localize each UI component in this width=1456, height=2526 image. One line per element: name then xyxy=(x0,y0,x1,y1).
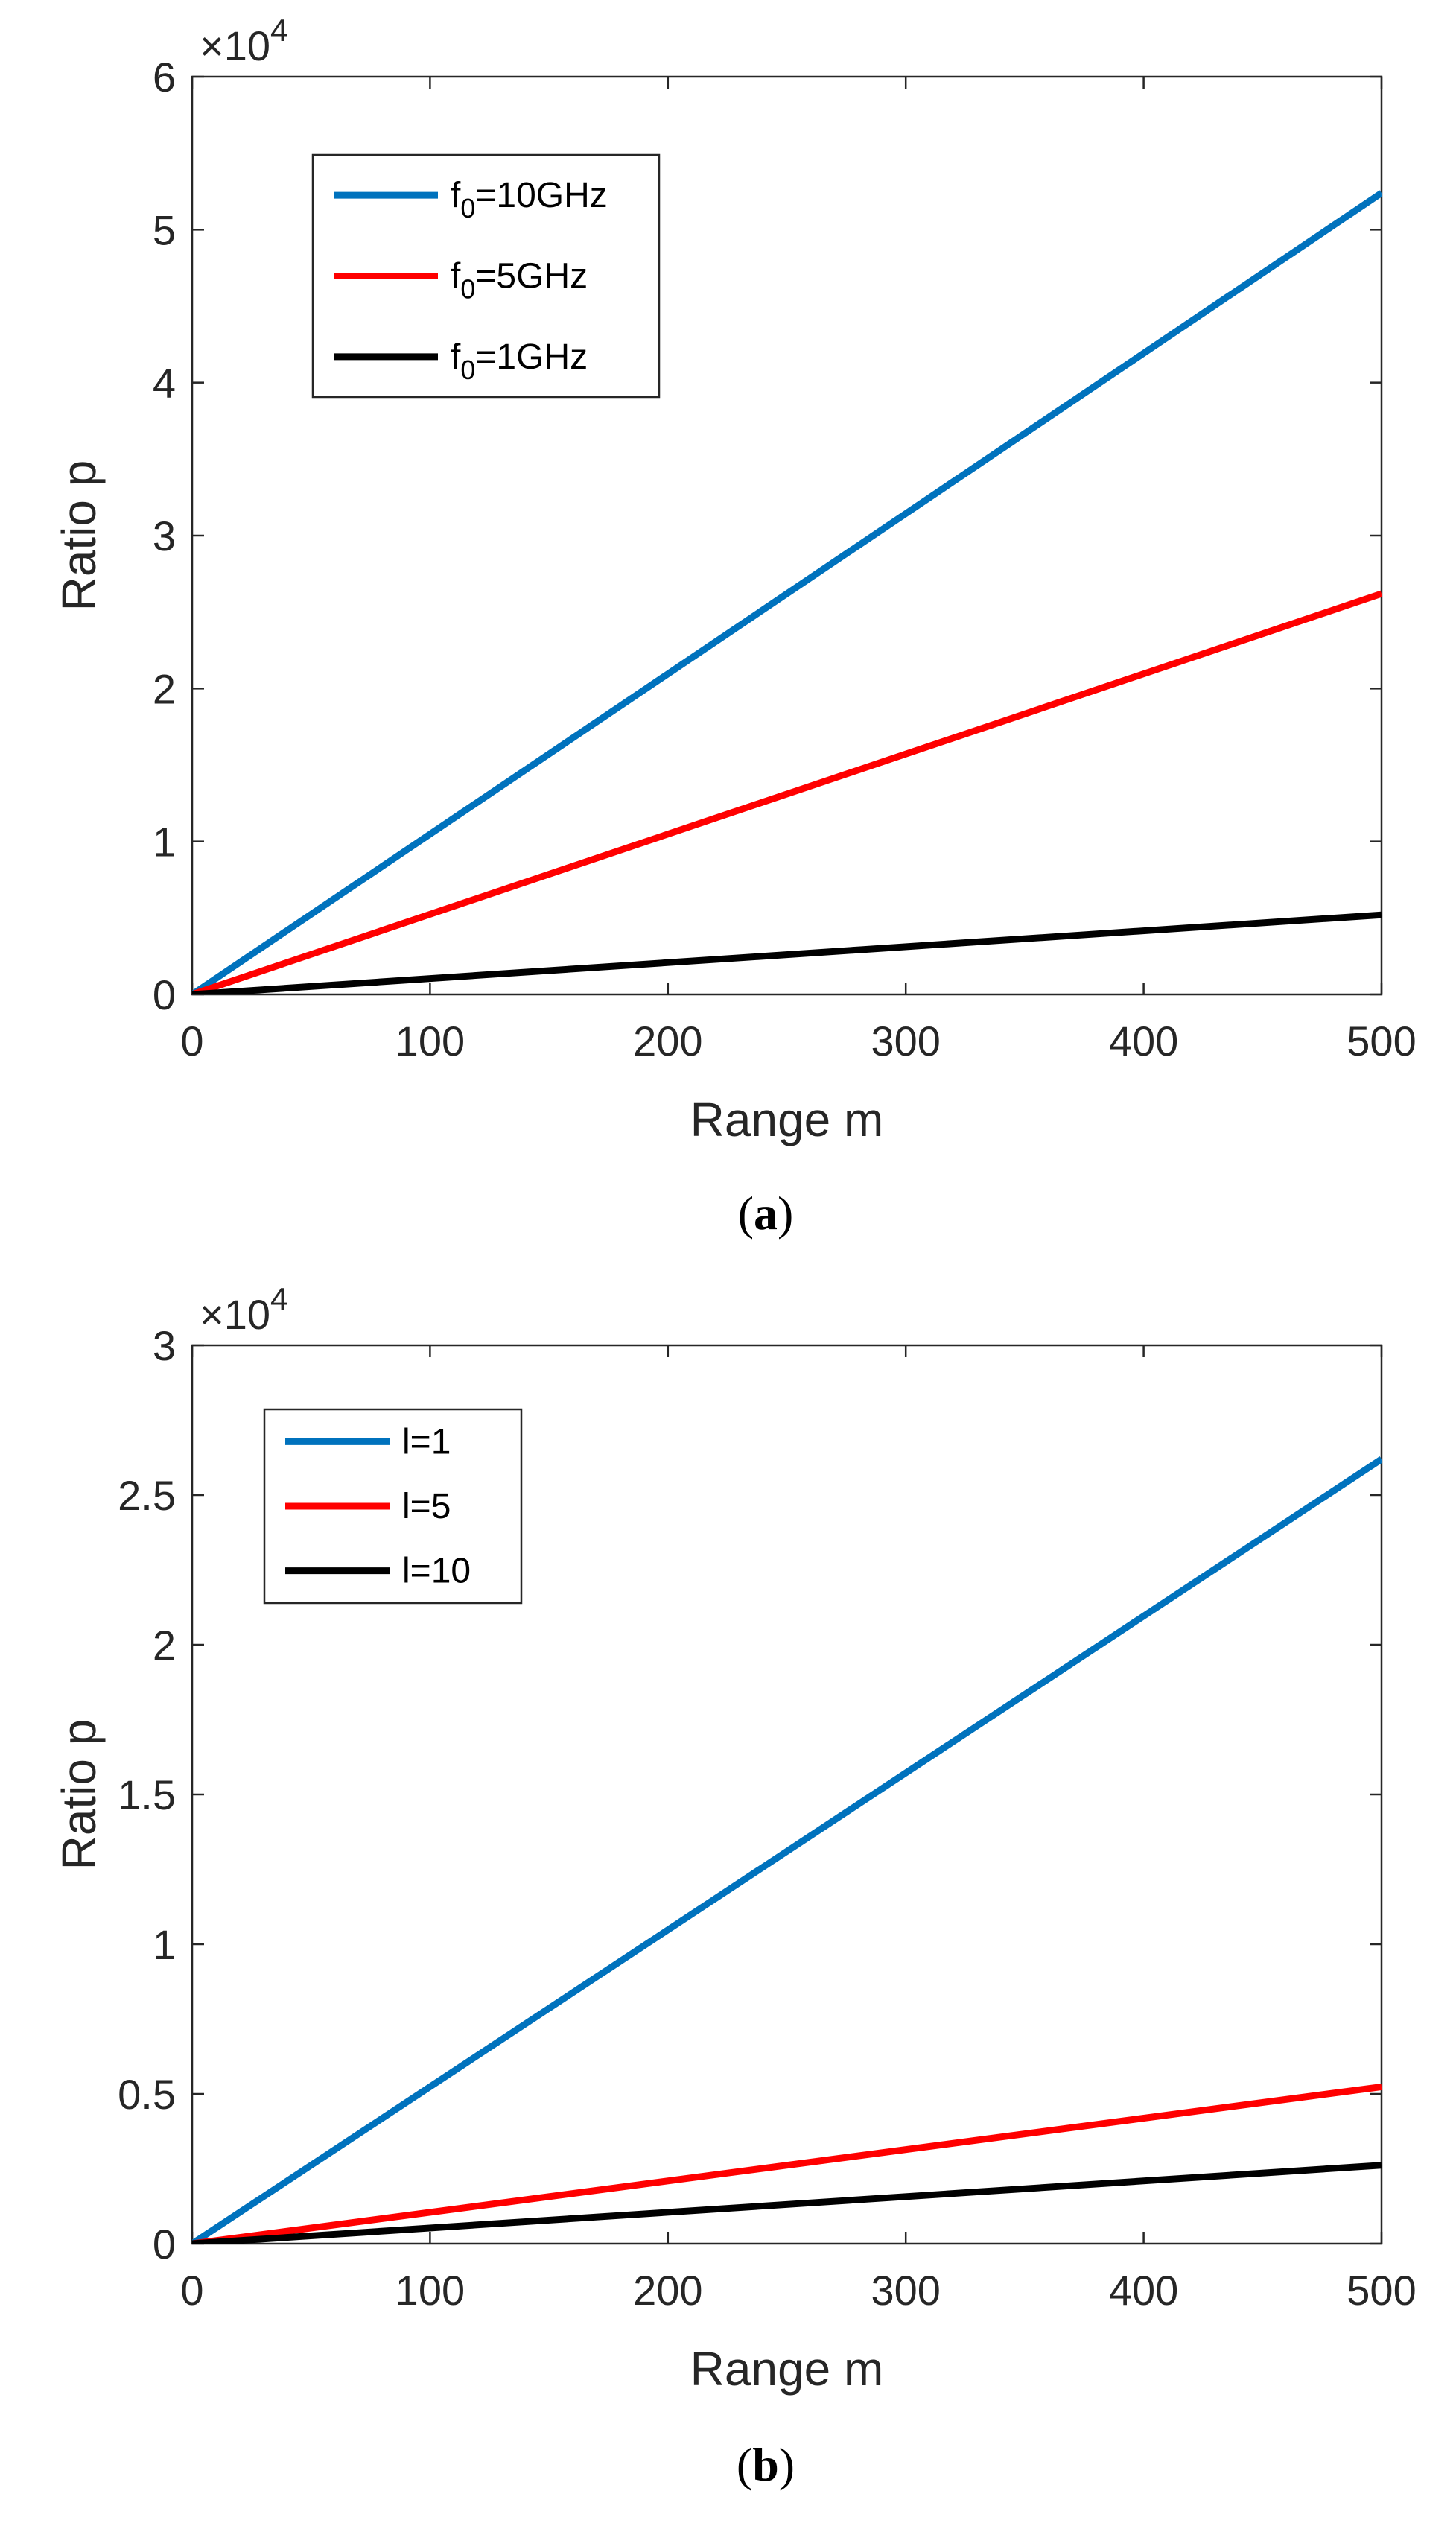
series-group xyxy=(192,1456,1382,2244)
x-tick-label: 300 xyxy=(871,1018,940,1064)
legend-label-3: f0=1GHz xyxy=(451,337,588,385)
y-tick-label: 2 xyxy=(153,665,176,712)
legend-label-main: f xyxy=(451,257,461,296)
legend-label-rest: =10GHz xyxy=(475,176,607,215)
legend-label-main: l=1 xyxy=(402,1422,451,1462)
caption-open: ( xyxy=(737,2438,752,2491)
x-tick-label: 300 xyxy=(871,2267,940,2314)
y-tick-label: 1 xyxy=(153,819,176,866)
y-tick-label: 3 xyxy=(153,513,176,559)
caption-close: ) xyxy=(779,2438,795,2491)
legend-label-1: f0=10GHz xyxy=(451,176,608,223)
legend: l=1 l=5 l=10 xyxy=(263,1408,523,1605)
y-tick-label: 4 xyxy=(153,360,176,407)
y-exponent-base: ×10 xyxy=(200,1291,270,1338)
legend-label-main: f xyxy=(451,176,461,215)
series-line-2 xyxy=(192,590,1382,994)
series-line-1 xyxy=(192,1456,1382,2244)
x-axis-label: Range m xyxy=(690,1093,884,1146)
y-exponent-base: ×10 xyxy=(200,22,270,69)
x-tick-label: 100 xyxy=(395,1018,465,1064)
y-exponent-power: 4 xyxy=(270,1281,287,1316)
legend-label-rest: =1GHz xyxy=(475,337,588,377)
x-tick-label: 200 xyxy=(633,1018,702,1064)
y-tick-label: 0 xyxy=(153,971,176,1018)
series-group xyxy=(192,190,1382,994)
x-tick-label: 0 xyxy=(180,1018,203,1064)
legend-label-main: l=5 xyxy=(402,1487,451,1526)
legend-label-1: l=1 xyxy=(402,1422,451,1462)
y-axis-label: Ratio p xyxy=(52,1719,106,1870)
y-tick-label: 5 xyxy=(153,206,176,253)
y-tick-label: 2.5 xyxy=(118,1472,176,1519)
legend-label-main: f xyxy=(451,337,461,377)
caption-letter: a xyxy=(754,1187,778,1240)
y-exponent-label: ×104 xyxy=(200,13,287,69)
legend-label-3: l=10 xyxy=(402,1552,471,1591)
x-tick-label: 500 xyxy=(1347,1018,1416,1064)
y-tick-label: 2 xyxy=(153,1622,176,1669)
x-tick-label: 400 xyxy=(1109,2267,1178,2314)
series-line-2 xyxy=(192,2083,1382,2244)
legend-label-sub: 0 xyxy=(460,193,475,223)
caption-open: ( xyxy=(738,1187,754,1240)
legend-label-sub: 0 xyxy=(460,355,475,385)
legend-label-2: l=5 xyxy=(402,1487,451,1526)
series-line-3 xyxy=(192,2162,1382,2244)
panel-caption: (a) xyxy=(738,1187,794,1240)
x-axis-label: Range m xyxy=(690,2342,884,2396)
series-line-3 xyxy=(192,911,1382,994)
legend-label-sub: 0 xyxy=(460,274,475,305)
y-axis-label: Ratio p xyxy=(52,460,106,612)
y-tick-label: 6 xyxy=(153,54,176,101)
y-tick-label: 0 xyxy=(153,2221,176,2268)
series-line-1 xyxy=(192,190,1382,994)
x-tick-label: 400 xyxy=(1109,1018,1178,1064)
panel-caption: (b) xyxy=(737,2438,795,2491)
x-tick-label: 100 xyxy=(395,2267,465,2314)
caption-letter: b xyxy=(752,2438,779,2491)
y-tick-label: 0.5 xyxy=(118,2071,176,2118)
y-tick-label: 1 xyxy=(153,1921,176,1968)
x-tick-label: 200 xyxy=(633,2267,702,2314)
x-tick-label: 0 xyxy=(180,2267,203,2314)
legend-label-2: f0=5GHz xyxy=(451,257,588,305)
chart-b: 0 100 200 300 400 500 0 0.5 1 1.5 2 2.5 3 ×104 Range m… xyxy=(52,1281,1417,2491)
x-tick-label: 500 xyxy=(1347,2267,1416,2314)
y-exponent-label: ×104 xyxy=(200,1281,287,1338)
y-exponent-power: 4 xyxy=(270,13,287,48)
legend-label-rest: =5GHz xyxy=(475,257,588,296)
legend-label-main: l=10 xyxy=(402,1552,471,1591)
y-tick-label: 3 xyxy=(153,1322,176,1369)
caption-close: ) xyxy=(778,1187,793,1240)
y-tick-label: 1.5 xyxy=(118,1771,176,1818)
